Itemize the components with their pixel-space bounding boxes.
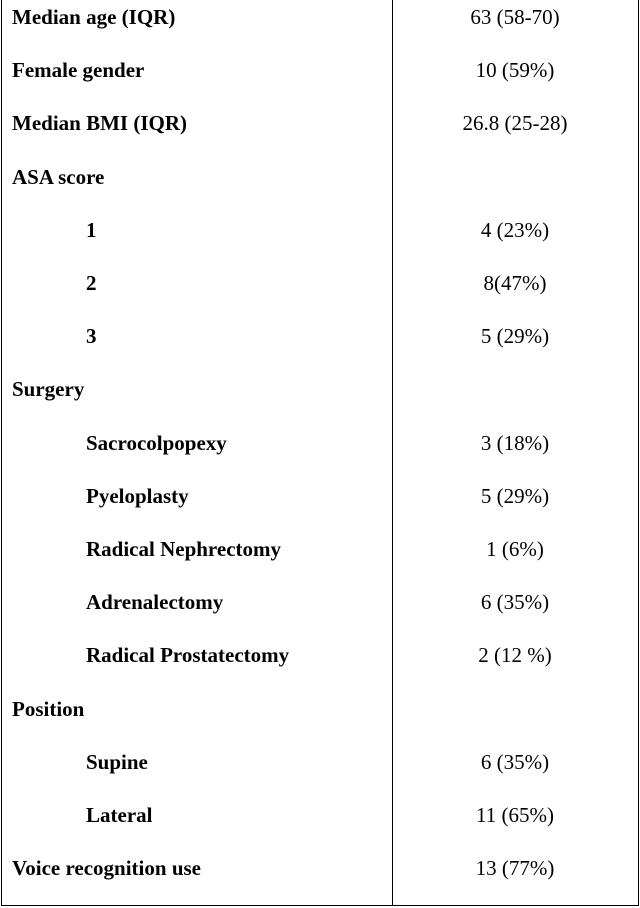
subrow-value: 4 (23%)	[480, 217, 550, 242]
subrow-value: 1 (6%)	[486, 537, 544, 561]
row-label: Voice recognition use	[12, 856, 201, 881]
row-value: 63 (58-70)	[470, 5, 560, 29]
subrow-label: Pyeloplasty	[86, 483, 189, 508]
subrow-value: 5 (29%)	[480, 483, 550, 508]
subrow-value: 6 (35%)	[480, 749, 550, 774]
subrow-value: 5 (29%)	[480, 324, 550, 349]
row-label: Surgery	[12, 377, 85, 402]
subrow-label: Radical Nephrectomy	[86, 537, 281, 561]
table-border	[1, 0, 2, 906]
subrow-value: 8(47%)	[483, 271, 547, 295]
subrow-label: Adrenalectomy	[86, 590, 224, 615]
subrow-label: Supine	[86, 749, 148, 774]
row-value: 26.8 (25-28)	[462, 111, 568, 136]
row-label: Position	[12, 696, 85, 721]
row-label: Female gender	[12, 58, 145, 83]
column-divider	[392, 0, 393, 906]
subrow-label: Sacrocolpopexy	[86, 430, 227, 455]
subrow-value: 2 (12 %)	[478, 643, 552, 668]
row-label: Median BMI (IQR)	[12, 111, 187, 136]
subrow-label: 3	[86, 324, 97, 349]
row-label: ASA score	[12, 164, 105, 189]
subrow-value: 11 (65%)	[476, 803, 554, 827]
row-value: 13 (77%)	[475, 856, 555, 881]
table-border	[1, 905, 639, 906]
table-border	[638, 0, 639, 906]
subrow-label: 1	[86, 217, 97, 242]
subrow-label: 2	[86, 271, 97, 295]
subrow-label: Lateral	[86, 803, 153, 827]
row-value: 10 (59%)	[475, 58, 555, 83]
subrow-label: Radical Prostatectomy	[86, 643, 290, 668]
row-label: Median age (IQR)	[12, 5, 176, 29]
subrow-value: 6 (35%)	[480, 590, 550, 615]
subrow-value: 3 (18%)	[480, 430, 550, 455]
